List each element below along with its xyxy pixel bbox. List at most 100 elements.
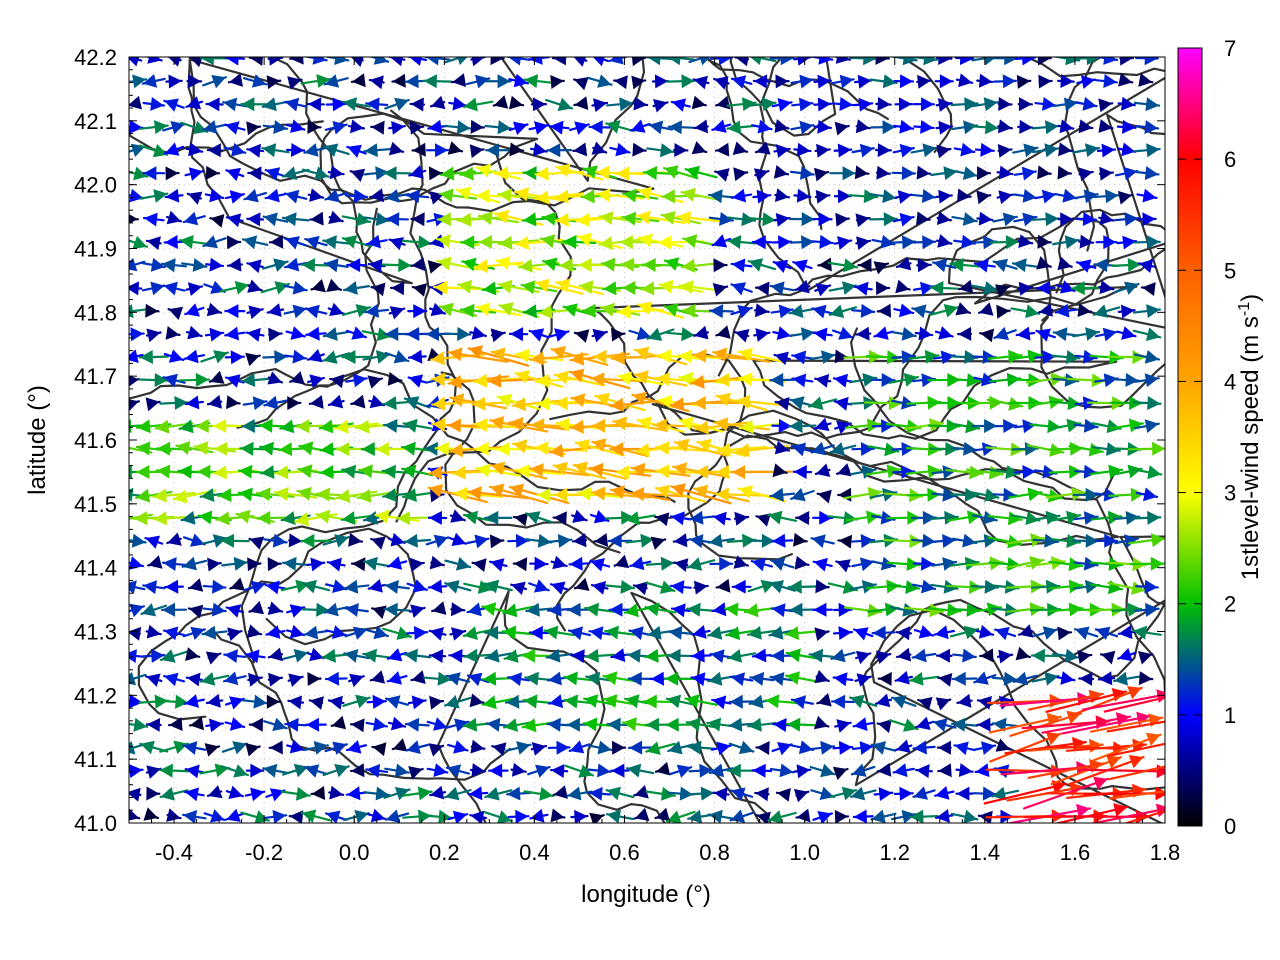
wind-vector	[813, 119, 832, 134]
wind-vector	[609, 142, 631, 157]
wind-vector	[1031, 671, 1060, 686]
wind-vector	[391, 73, 406, 88]
wind-vector	[834, 719, 852, 733]
wind-vector	[326, 557, 346, 572]
wind-vector	[892, 465, 916, 479]
wind-vector	[814, 189, 831, 204]
wind-vector	[229, 577, 245, 591]
wind-vector	[970, 120, 1000, 135]
wind-vector	[738, 419, 785, 434]
wind-vector	[164, 188, 184, 203]
wind-vector	[330, 715, 347, 730]
wind-vector	[768, 580, 796, 594]
wind-vector	[1073, 626, 1099, 640]
wind-vector	[545, 648, 573, 663]
wind-vector	[869, 189, 898, 203]
wind-vector	[301, 579, 331, 594]
wind-vector	[129, 764, 144, 778]
wind-vector	[769, 648, 795, 663]
wind-vector	[903, 603, 945, 618]
wind-vector	[227, 235, 242, 250]
wind-vector	[267, 672, 284, 687]
wind-vector	[1093, 189, 1120, 204]
wind-vector	[665, 694, 696, 709]
wind-vector	[1134, 602, 1160, 617]
wind-vector	[746, 626, 777, 640]
wind-vector	[791, 97, 814, 112]
wind-vector	[1128, 533, 1165, 548]
wind-vector	[812, 327, 833, 342]
wind-vector	[403, 648, 432, 663]
wind-vector	[286, 143, 306, 157]
wind-vector	[1057, 212, 1075, 227]
wind-vector	[554, 212, 605, 227]
wind-vector	[613, 75, 628, 90]
wind-vector	[510, 762, 527, 777]
wind-vector	[793, 188, 812, 203]
wind-vector	[972, 786, 998, 801]
wind-vector	[890, 695, 917, 709]
wind-vector	[833, 236, 853, 250]
wind-vector	[388, 237, 406, 251]
wind-vector	[1008, 396, 1043, 410]
wind-vector	[712, 787, 730, 802]
wind-vector	[851, 303, 876, 318]
wind-vector	[224, 121, 246, 135]
wind-vector	[182, 211, 206, 226]
wind-vector	[401, 786, 433, 801]
wind-vector	[837, 487, 852, 502]
wind-vector	[775, 788, 791, 802]
wind-vector	[284, 349, 308, 364]
wind-vector	[306, 348, 325, 363]
wind-vector	[341, 235, 372, 249]
wind-vector	[631, 57, 647, 67]
wind-vector	[262, 763, 289, 778]
wind-vector	[810, 441, 835, 456]
wind-vector	[444, 557, 472, 571]
wind-vector	[827, 258, 859, 273]
wind-vector	[658, 279, 704, 294]
wind-vector	[241, 694, 269, 709]
wind-vector	[304, 717, 327, 732]
wind-vector	[207, 557, 222, 572]
contour-line	[590, 285, 1138, 440]
wind-vector	[162, 121, 186, 135]
wind-vector	[1134, 166, 1160, 180]
wind-vector	[1057, 256, 1073, 271]
wind-vector	[835, 559, 851, 573]
wind-vector	[403, 396, 431, 410]
wind-vector	[1033, 626, 1059, 640]
y-tick-label-5: 41.5	[74, 492, 117, 517]
y-tick-label-1: 41.1	[74, 747, 117, 772]
wind-vector	[505, 786, 532, 801]
wind-vector	[145, 57, 163, 64]
wind-vector	[220, 764, 249, 778]
wind-vector	[873, 261, 890, 275]
wind-vector	[528, 328, 550, 342]
wind-vector	[755, 513, 771, 527]
wind-vector	[166, 808, 182, 822]
wind-vector	[987, 349, 1023, 364]
wind-vector	[141, 74, 166, 88]
wind-vector	[164, 579, 185, 594]
wind-vector	[951, 212, 978, 226]
wind-vector	[654, 807, 670, 822]
colorbar-tick-label-1: 1	[1224, 703, 1236, 728]
wind-vector	[893, 119, 915, 134]
wind-vector	[346, 144, 367, 158]
wind-vector	[322, 235, 351, 250]
wind-vector	[524, 511, 553, 525]
wind-vector	[851, 143, 875, 158]
wind-vector	[129, 741, 148, 755]
wind-vector	[808, 396, 838, 410]
y-axis-ticks: 41.0 41.1 41.2 41.3 41.4 41.5 41.6 41.7 41.8 41.9…	[74, 45, 1165, 836]
wind-vector	[1114, 212, 1140, 227]
wind-vector	[951, 671, 978, 686]
wind-vector	[789, 235, 816, 250]
wind-vector	[571, 533, 588, 548]
wind-vector	[449, 627, 467, 641]
wind-vector	[604, 625, 636, 640]
wind-vector	[637, 233, 684, 248]
y-tick-label-10: 42.0	[74, 173, 117, 198]
wind-vector	[241, 235, 269, 250]
